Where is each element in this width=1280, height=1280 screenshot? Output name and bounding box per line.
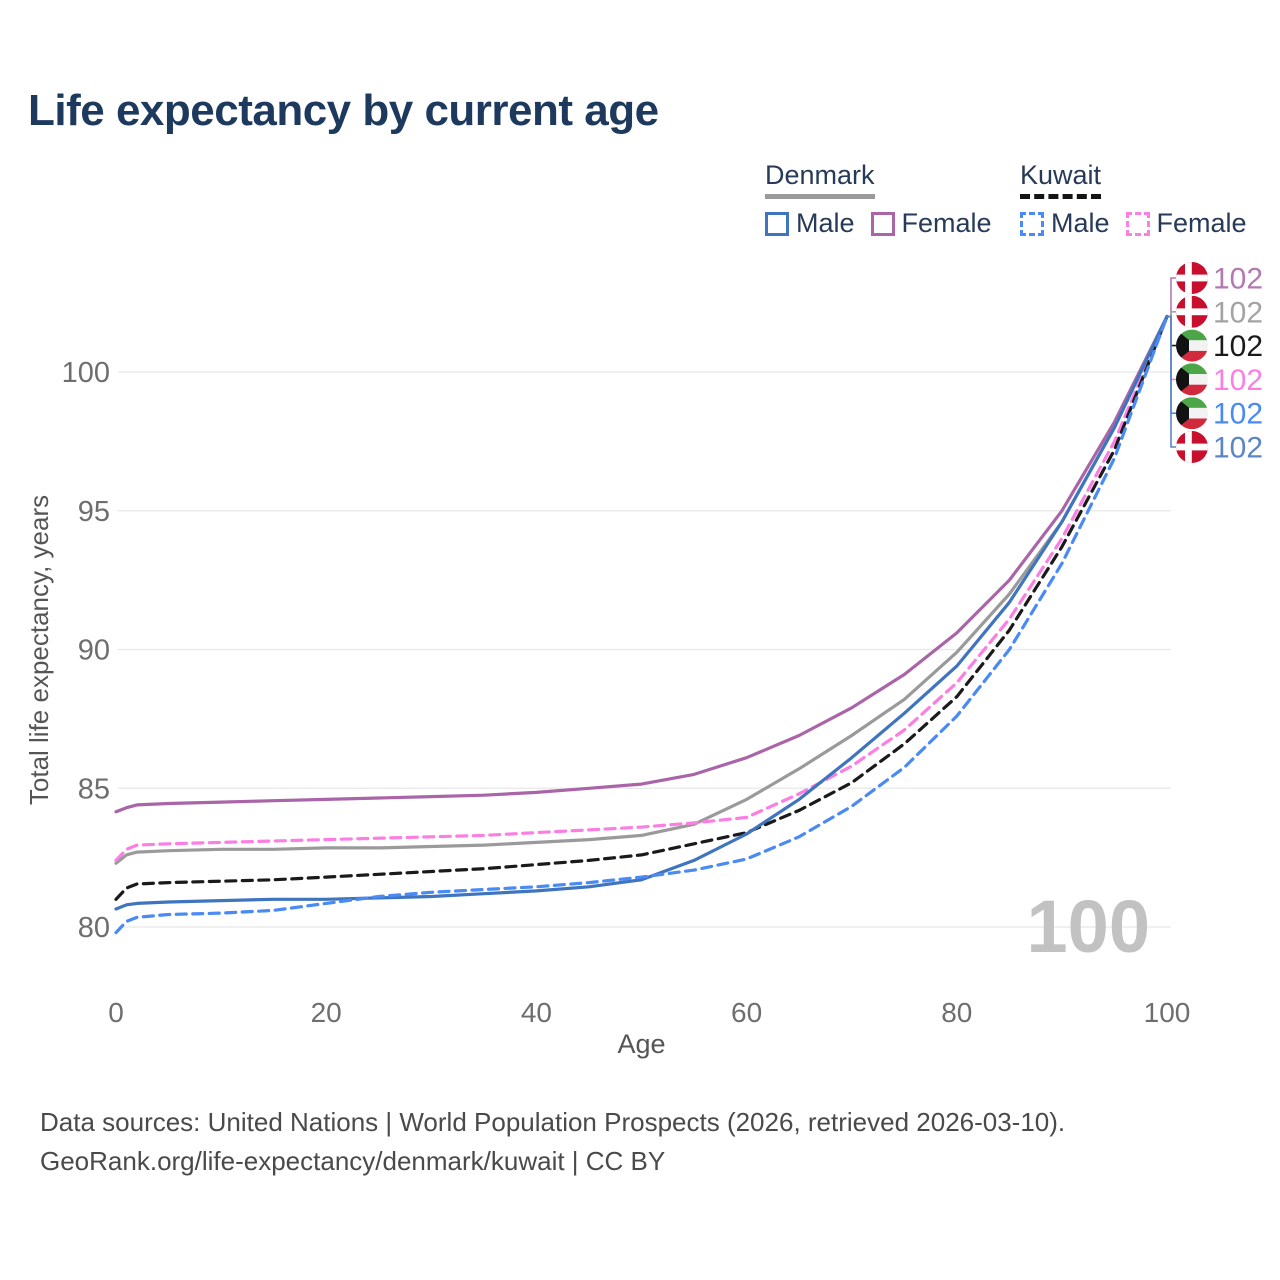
x-tick-40: 40 [521,997,552,1028]
legend-group-denmark: Denmark Male Female [765,160,1008,239]
legend-group-kuwait: Kuwait Male Female [1020,160,1263,239]
end-value-kuwait-male: 102 [1213,398,1263,431]
footer-sources: Data sources: United Nations | World Pop… [40,1107,1066,1137]
denmark-flag-icon [1176,431,1208,463]
legend-swatch-denmark-male [765,211,789,236]
y-tick-100: 100 [62,357,110,389]
end-value-denmark-both-sexes: 102 [1213,296,1263,329]
y-tick-80: 80 [78,912,110,944]
legend-item-kuwait-male[interactable]: Male [1020,208,1110,239]
kuwait-flag-icon [1176,363,1208,396]
kuwait-flag-icon [1176,397,1208,430]
legend-item-denmark-male[interactable]: Male [765,208,855,239]
legend-swatch-kuwait-male [1020,211,1044,236]
series-line-kuwait-both-sexes [114,314,1169,901]
legend-items-kuwait: Male Female [1020,208,1263,239]
leader-line-5 [1167,315,1176,448]
legend-group-0-label[interactable]: Denmark [765,160,875,199]
y-tick-95: 95 [78,496,110,528]
series-line-kuwait-female [114,314,1169,863]
series-line-denmark-male [114,314,1169,911]
chart-canvas: 80 85 90 95 100 0 20 40 60 80 100 Age Total life exp… [24,262,1263,1059]
legend-label-denmark-female: Female [901,208,992,238]
legend-swatch-kuwait-female [1125,211,1150,236]
legend-items-denmark: Male Female [765,208,1008,239]
end-value-denmark-female: 102 [1213,263,1263,296]
denmark-flag-icon [1176,295,1208,328]
leader-line-0 [1167,277,1176,318]
legend-item-kuwait-female[interactable]: Female [1125,208,1247,239]
chart-footer: Data sources: United Nations | World Pop… [40,1103,1065,1181]
series-line-denmark-female [114,314,1169,814]
y-axis-title: Total life expectancy, years [24,495,54,805]
series-line-denmark-both-sexes [114,314,1169,865]
x-tick-20: 20 [311,997,342,1028]
legend-label-denmark-male: Male [796,208,855,238]
legend-label-kuwait-male: Male [1051,208,1110,238]
denmark-flag-icon [1176,262,1208,294]
kuwait-flag-icon [1176,329,1208,362]
legend-swatch-denmark-female [870,211,895,236]
x-tick-80: 80 [941,997,972,1028]
legend-item-denmark-female[interactable]: Female [870,208,992,239]
x-tick-0: 0 [108,997,124,1028]
page-title: Life expectancy by current age [28,86,659,135]
y-tick-90: 90 [78,635,110,667]
x-axis-title: Age [617,1029,665,1059]
y-tick-85: 85 [78,773,110,805]
legend-group-1-label[interactable]: Kuwait [1020,160,1102,199]
x-tick-60: 60 [731,997,762,1028]
legend-label-kuwait-female: Female [1156,208,1247,238]
age-watermark: 100 [1027,885,1150,968]
end-value-denmark-male: 102 [1213,432,1263,465]
end-value-kuwait-both-sexes: 102 [1213,330,1263,363]
x-tick-100: 100 [1144,997,1191,1028]
series-line-kuwait-male [114,314,1169,935]
footer-attribution: GeoRank.org/life-expectancy/denmark/kuwa… [40,1146,666,1176]
end-value-kuwait-female: 102 [1213,364,1263,397]
